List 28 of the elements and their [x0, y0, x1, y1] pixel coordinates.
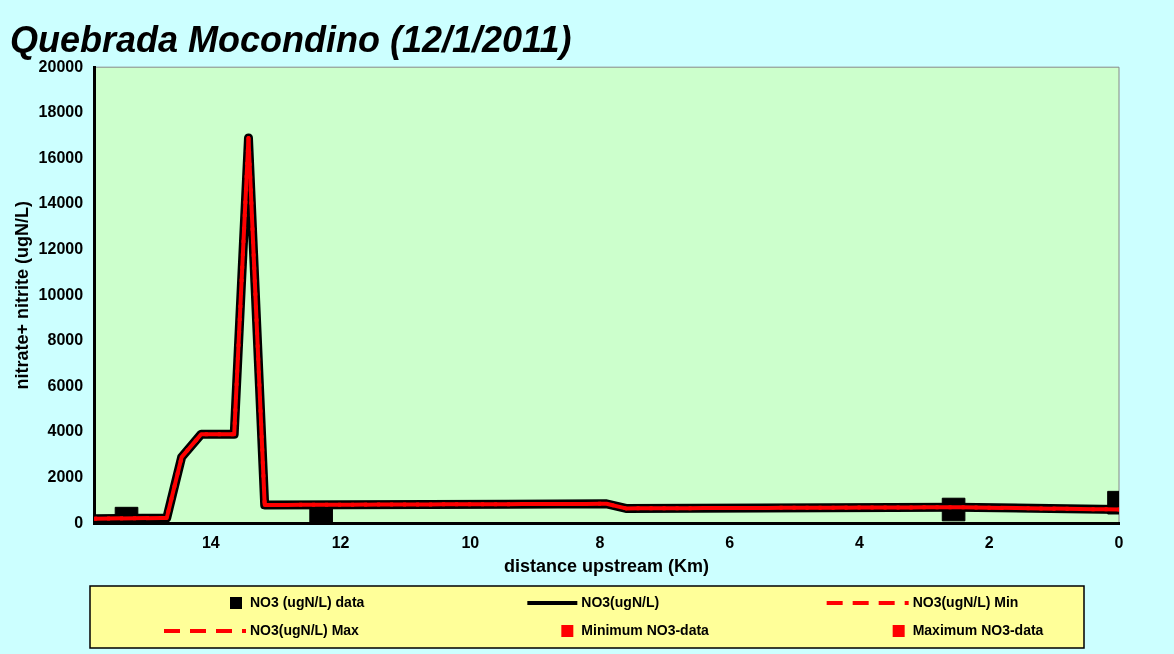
legend-label: Minimum NO3-data [581, 621, 710, 638]
y-tick-label: 6000 [47, 376, 84, 394]
y-tick-label: 12000 [38, 240, 84, 258]
y-tick-label: 2000 [47, 468, 84, 486]
legend-label: NO3(ugN/L) [581, 593, 660, 610]
y-tick-label: 20000 [38, 57, 84, 75]
x-tick-label: 14 [201, 534, 220, 552]
x-axis-title: distance upstream (Km) [504, 556, 710, 577]
y-tick-label: 14000 [38, 194, 84, 212]
y-tick-label: 16000 [38, 148, 84, 166]
y-tick-label: 4000 [47, 422, 84, 440]
legend-label: Maximum NO3-data [912, 621, 1044, 638]
x-tick-label: 10 [461, 534, 480, 552]
x-tick-label: 12 [331, 534, 350, 552]
y-tick-label: 0 [74, 513, 84, 531]
x-tick-label: 8 [595, 534, 605, 552]
legend-label: NO3 (ugN/L) data [250, 593, 365, 610]
y-tick-label: 8000 [47, 331, 84, 349]
y-tick-label: 18000 [38, 103, 84, 121]
x-tick-label: 2 [984, 534, 994, 552]
x-tick-label: 6 [725, 534, 735, 552]
x-tick-label: 4 [855, 534, 865, 552]
legend-label: NO3(ugN/L) Max [250, 621, 360, 638]
y-axis-title: nitrate+ nitrite (ugN/L) [11, 200, 32, 390]
legend-label: NO3(ugN/L) Min [912, 593, 1019, 610]
x-tick-label: 0 [1114, 534, 1124, 552]
chart-title: Quebrada Mocondino (12/1/2011) [10, 18, 572, 60]
y-tick-label: 10000 [38, 285, 84, 303]
